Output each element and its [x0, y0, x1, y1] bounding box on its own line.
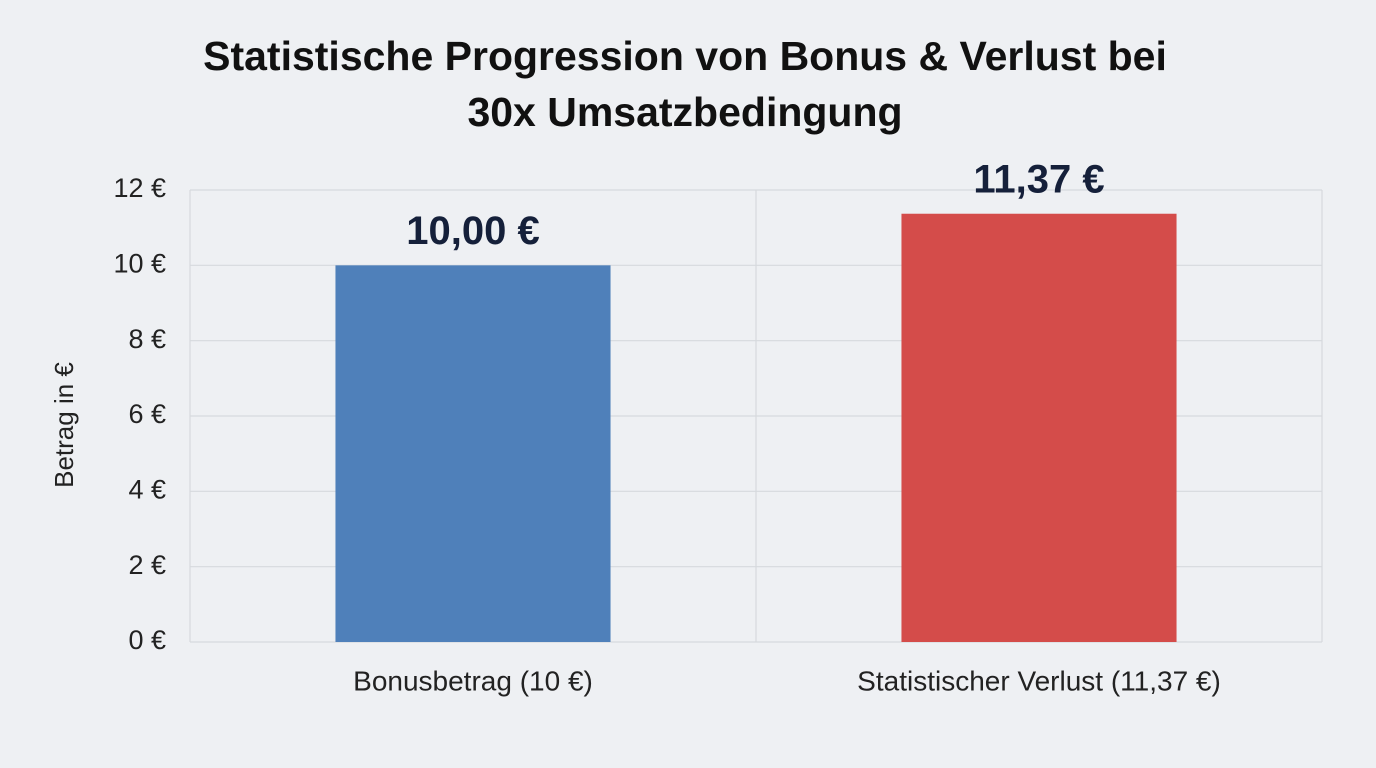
y-tick-label: 12 € [113, 173, 166, 203]
y-tick-label: 6 € [128, 399, 166, 429]
bar [901, 213, 1177, 643]
y-axis-label: Betrag in € [49, 362, 79, 488]
y-tick-label: 8 € [128, 324, 166, 354]
x-tick-label: Bonusbetrag (10 €) [353, 665, 593, 696]
y-tick-label: 4 € [128, 474, 166, 504]
value-label: 11,37 € [973, 157, 1104, 201]
y-tick-label: 0 € [128, 625, 166, 655]
y-tick-label: 10 € [113, 248, 166, 278]
y-tick-label: 2 € [128, 550, 166, 580]
value-label: 10,00 € [406, 209, 539, 253]
bar [335, 265, 611, 642]
x-tick-label: Statistischer Verlust (11,37 €) [857, 665, 1221, 696]
chart-title: Statistische Progression von Bonus & Ver… [203, 33, 1167, 135]
